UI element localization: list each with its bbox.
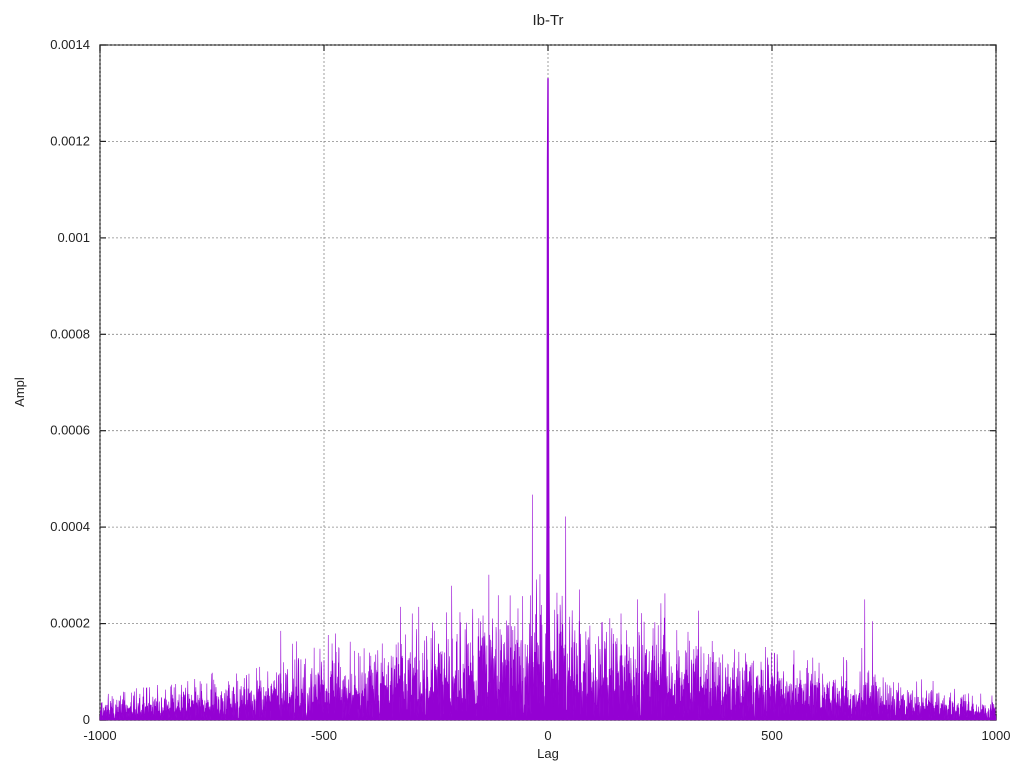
svg-text:500: 500 [761,728,783,743]
svg-text:0.0004: 0.0004 [50,519,90,534]
svg-text:0: 0 [83,712,90,727]
svg-text:0: 0 [544,728,551,743]
svg-text:1000: 1000 [982,728,1011,743]
svg-text:-1000: -1000 [83,728,116,743]
svg-text:-500: -500 [311,728,337,743]
svg-text:0.0012: 0.0012 [50,133,90,148]
svg-text:0.001: 0.001 [57,230,90,245]
svg-text:0.0014: 0.0014 [50,37,90,52]
svg-text:0.0008: 0.0008 [50,326,90,341]
svg-text:0.0006: 0.0006 [50,423,90,438]
svg-text:0.0002: 0.0002 [50,616,90,631]
